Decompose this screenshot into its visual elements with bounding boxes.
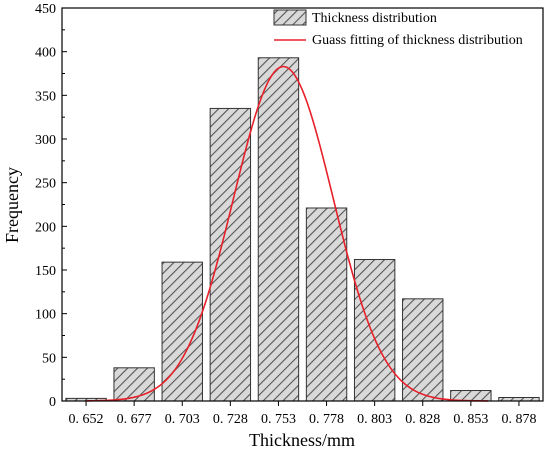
x-tick-label: 0. 677: [117, 412, 152, 427]
bar-7: [402, 298, 444, 402]
y-tick-label: 400: [35, 46, 56, 61]
legend: Thickness distribution Guass fitting of …: [273, 9, 523, 48]
bar-2: [161, 261, 203, 402]
x-tick-label: 0. 828: [405, 412, 440, 427]
x-axis-label: Thickness/mm: [249, 430, 355, 450]
plot-frame: [61, 7, 544, 402]
x-tick-label: 0. 652: [69, 412, 104, 427]
y-tick-label: 200: [35, 220, 56, 235]
y-tick-label: 350: [35, 89, 56, 104]
y-tick-label: 450: [35, 2, 56, 17]
y-tick-label: 50: [42, 351, 56, 366]
legend-label-fit: Guass fitting of thickness distribution: [312, 33, 523, 48]
bar-5: [305, 207, 348, 402]
x-axis: 0. 652 0. 677 0. 703 0. 728 0. 753 0. 778 0. 8…: [69, 401, 536, 427]
x-tick-label: 0. 778: [309, 412, 344, 427]
bar-1: [113, 367, 155, 402]
x-tick-label: 0. 853: [453, 412, 488, 427]
legend-label-bars: Thickness distribution: [312, 11, 437, 26]
x-tick-label: 0. 803: [357, 412, 392, 427]
y-tick-label: 300: [35, 133, 56, 148]
legend-swatch-bars: [273, 9, 307, 26]
y-tick-label: 150: [35, 264, 56, 279]
x-tick-label: 0. 728: [213, 412, 248, 427]
bar-6: [353, 259, 396, 402]
y-tick-label: 250: [35, 177, 56, 192]
y-tick-label: 100: [35, 308, 56, 323]
y-axis-label: Frequency: [2, 167, 22, 243]
x-tick-label: 0. 703: [165, 412, 200, 427]
gauss-fit-curve: [86, 65, 489, 402]
bars: [65, 57, 540, 402]
bar-4: [257, 57, 300, 402]
x-tick-label: 0. 753: [261, 412, 296, 427]
y-tick-label: 0: [49, 395, 56, 410]
y-axis: 0 50 100 150 200 250 300 350 400 450: [35, 2, 67, 410]
x-tick-label: 0. 878: [501, 412, 536, 427]
